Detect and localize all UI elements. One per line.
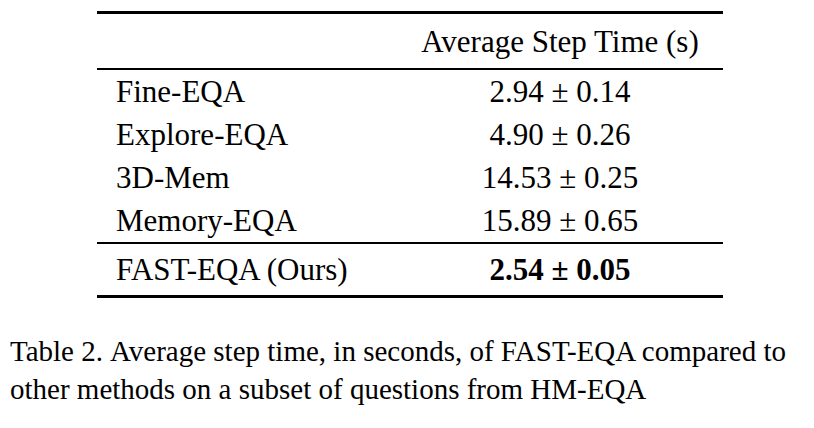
results-table: Average Step Time (s) Fine-EQA 2.94 ± 0.… xyxy=(97,11,723,298)
paper-page: { "colors": { "background": "#ffffff", "… xyxy=(0,0,814,428)
table-row: Fine-EQA 2.94 ± 0.14 xyxy=(97,70,723,113)
table-caption: Table 2.Average step time, in seconds, o… xyxy=(10,332,810,408)
caption-label: Table 2. xyxy=(10,335,103,367)
method-cell: Explore-EQA xyxy=(97,119,397,150)
highlight-row: FAST-EQA (Ours) 2.54 ± 0.05 xyxy=(97,244,723,295)
caption-text: Average step time, in seconds, of FAST-E… xyxy=(10,335,786,405)
value-cell: 15.89 ± 0.65 xyxy=(397,205,723,236)
method-cell: Fine-EQA xyxy=(97,76,397,107)
value-cell: 14.53 ± 0.25 xyxy=(397,162,723,193)
table-bottom-rule xyxy=(97,295,723,298)
value-cell-bold: 2.54 ± 0.05 xyxy=(397,254,723,285)
table-row: Explore-EQA 4.90 ± 0.26 xyxy=(97,113,723,156)
value-cell: 2.94 ± 0.14 xyxy=(397,76,723,107)
method-cell: Memory-EQA xyxy=(97,205,397,236)
header-value-cell: Average Step Time (s) xyxy=(397,26,723,57)
method-cell: FAST-EQA (Ours) xyxy=(97,254,397,285)
table-header-row: Average Step Time (s) xyxy=(97,14,723,68)
table-row: 3D-Mem 14.53 ± 0.25 xyxy=(97,156,723,199)
value-cell: 4.90 ± 0.26 xyxy=(397,119,723,150)
table-row: Memory-EQA 15.89 ± 0.65 xyxy=(97,199,723,242)
method-cell: 3D-Mem xyxy=(97,162,397,193)
